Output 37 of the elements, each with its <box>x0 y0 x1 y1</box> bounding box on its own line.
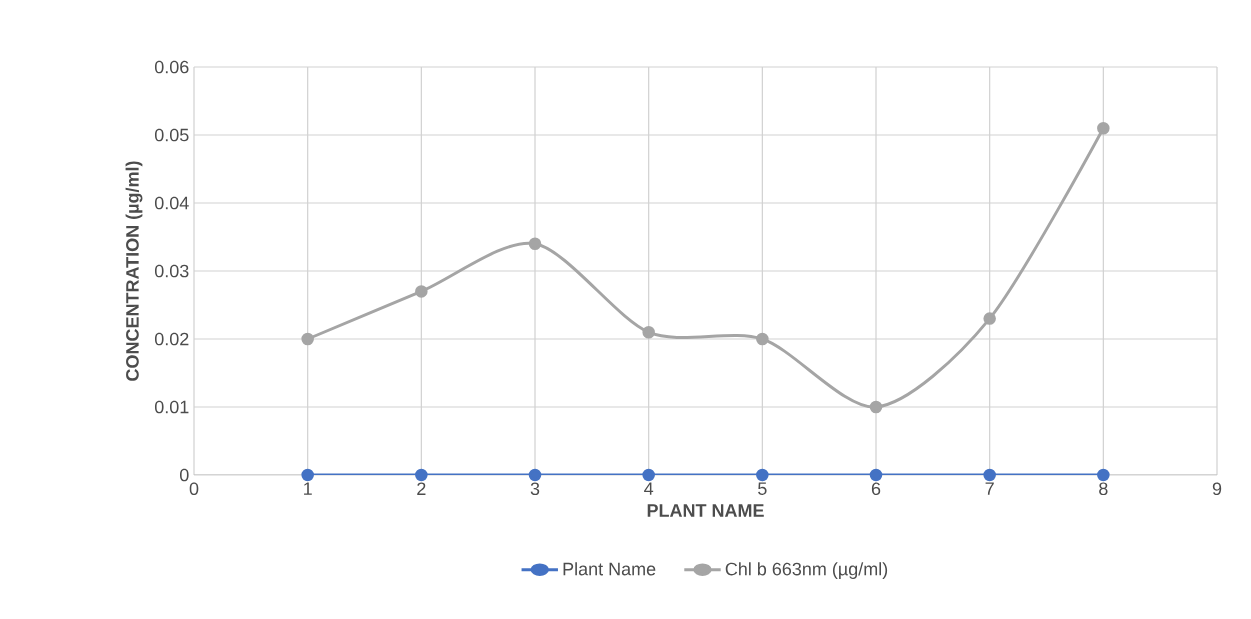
y-tick-label: 0.03 <box>154 264 189 278</box>
point <box>642 468 655 482</box>
y-tick-label: 0.02 <box>154 332 189 346</box>
point <box>1097 121 1110 135</box>
point <box>869 468 883 482</box>
y-tick-label: 0 <box>180 468 189 482</box>
point <box>415 285 428 298</box>
x-tick-label: 0 <box>189 482 199 496</box>
point <box>983 312 996 325</box>
y-tick-label: 0.05 <box>154 128 189 142</box>
point <box>1097 468 1110 482</box>
x-tick-label: 8 <box>1099 482 1108 496</box>
point <box>642 325 655 339</box>
y-tick-label: 0.06 <box>154 60 189 74</box>
point <box>528 237 542 251</box>
point <box>756 468 769 482</box>
x-tick-label: 6 <box>871 482 881 496</box>
x-axis-title: PLANT NAME <box>647 504 764 517</box>
point <box>869 400 883 414</box>
point <box>528 468 542 482</box>
y-axis-title: CONCENTRATION (µg/ml) <box>125 161 143 381</box>
point <box>301 468 314 482</box>
y-tick-label: 0.04 <box>154 196 189 210</box>
y-tick-label: 0.01 <box>154 400 189 414</box>
x-tick-label: 4 <box>644 482 654 495</box>
point <box>756 332 769 346</box>
x-tick-label: 9 <box>1212 482 1222 496</box>
x-tick-label: 3 <box>530 482 540 496</box>
x-tick-label: 5 <box>758 482 767 495</box>
point <box>301 332 314 346</box>
x-tick-label: 2 <box>417 482 426 495</box>
legend-label: Chl b 663nm (µg/ml) <box>725 562 888 579</box>
x-tick-label: 7 <box>985 482 994 495</box>
point <box>415 468 428 482</box>
x-tick-label: 1 <box>304 482 312 495</box>
legend-label: Plant Name <box>563 562 656 576</box>
point <box>983 468 996 482</box>
